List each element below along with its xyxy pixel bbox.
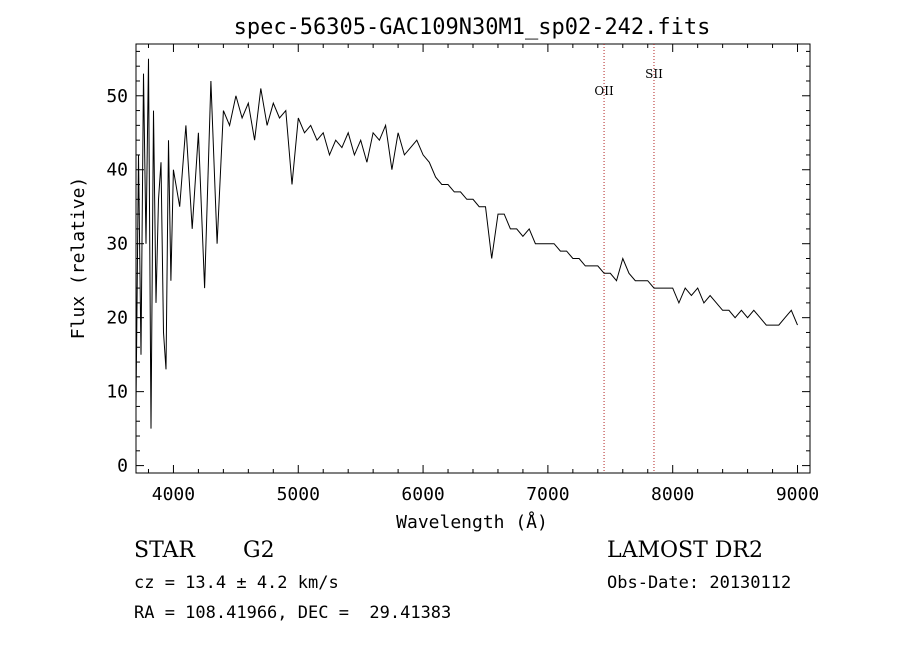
y-tick-label: 0 (117, 456, 128, 477)
x-tick-label: 5000 (277, 484, 320, 505)
plot-area: OII SII 4000 5000 6000 7000 8000 9000 0 10 20 30 4… (106, 43, 819, 505)
x-tick-label: 9000 (776, 484, 819, 505)
y-axis: 0 10 20 30 40 50 (106, 50, 810, 477)
survey-name: LAMOST DR2 (607, 538, 763, 563)
y-tick-label: 10 (106, 382, 128, 403)
x-axis-label: Wavelength (Å) (396, 511, 548, 533)
object-class: STAR (134, 538, 195, 563)
y-axis-label: Flux (relative) (68, 177, 89, 340)
spectrum-series-line (135, 58, 798, 429)
y-tick-label: 30 (106, 234, 128, 255)
velocity-readout: cz = 13.4 ± 4.2 km/s (134, 573, 339, 593)
emission-line-label: SII (645, 67, 663, 81)
obs-date: Obs-Date: 20130112 (607, 573, 792, 593)
chart-title: spec-56305-GAC109N30M1_sp02-242.fits (234, 15, 711, 40)
x-axis: 4000 5000 6000 7000 8000 9000 (147, 44, 819, 505)
x-tick-label: 7000 (526, 484, 569, 505)
coordinates: RA = 108.41966, DEC = 29.41383 (134, 603, 452, 623)
y-tick-label: 40 (106, 160, 128, 181)
y-tick-label: 50 (106, 86, 128, 107)
emission-line-label: OII (594, 84, 614, 98)
emission-line-markers: OII SII (594, 44, 663, 473)
y-tick-label: 20 (106, 308, 128, 329)
x-tick-label: 6000 (401, 484, 444, 505)
object-subclass: G2 (243, 538, 275, 563)
x-tick-label: 4000 (152, 484, 195, 505)
x-tick-label: 8000 (651, 484, 694, 505)
plot-frame (135, 43, 811, 474)
